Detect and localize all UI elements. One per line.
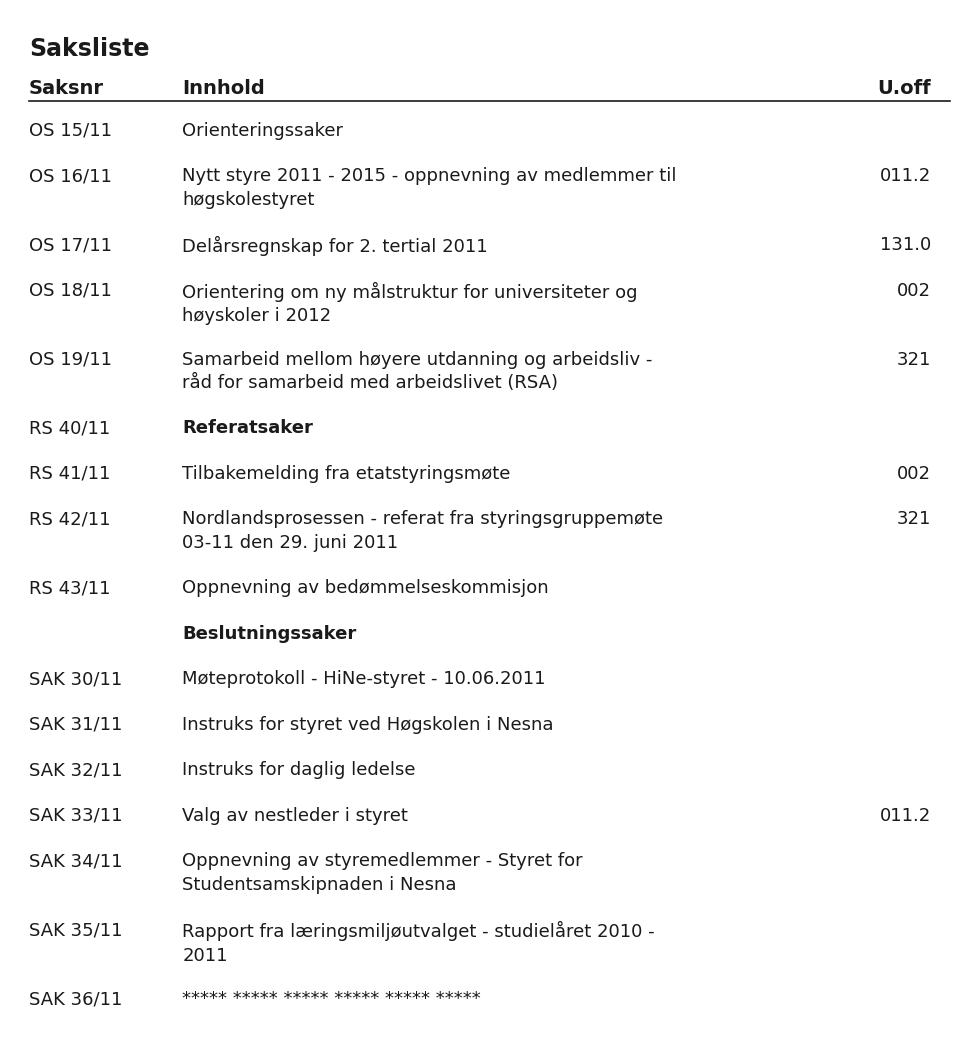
Text: Valg av nestleder i styret: Valg av nestleder i styret bbox=[182, 807, 408, 825]
Text: Nordlandsprosessen - referat fra styringsgruppemøte
03-11 den 29. juni 2011: Nordlandsprosessen - referat fra styring… bbox=[182, 510, 663, 552]
Text: SAK 35/11: SAK 35/11 bbox=[29, 921, 122, 939]
Text: OS 15/11: OS 15/11 bbox=[29, 122, 111, 140]
Text: 131.0: 131.0 bbox=[880, 236, 931, 254]
Text: SAK 34/11: SAK 34/11 bbox=[29, 852, 122, 870]
Text: OS 18/11: OS 18/11 bbox=[29, 282, 111, 300]
Text: U.off: U.off bbox=[877, 79, 931, 98]
Text: Møteprotokoll - HiNe-styret - 10.06.2011: Møteprotokoll - HiNe-styret - 10.06.2011 bbox=[182, 670, 546, 688]
Text: Beslutningssaker: Beslutningssaker bbox=[182, 625, 357, 643]
Text: 011.2: 011.2 bbox=[880, 167, 931, 185]
Text: Rapport fra læringsmiljøutvalget - studielåret 2010 -
2011: Rapport fra læringsmiljøutvalget - studi… bbox=[182, 921, 655, 965]
Text: Delårsregnskap for 2. tertial 2011: Delårsregnskap for 2. tertial 2011 bbox=[182, 236, 488, 256]
Text: 321: 321 bbox=[897, 510, 931, 528]
Text: Referatsaker: Referatsaker bbox=[182, 419, 313, 437]
Text: Innhold: Innhold bbox=[182, 79, 265, 98]
Text: OS 17/11: OS 17/11 bbox=[29, 236, 111, 254]
Text: ***** ***** ***** ***** ***** *****: ***** ***** ***** ***** ***** ***** bbox=[182, 990, 481, 1008]
Text: 002: 002 bbox=[898, 282, 931, 300]
Text: RS 42/11: RS 42/11 bbox=[29, 510, 110, 528]
Text: OS 19/11: OS 19/11 bbox=[29, 351, 111, 369]
Text: 002: 002 bbox=[898, 465, 931, 483]
Text: SAK 33/11: SAK 33/11 bbox=[29, 807, 122, 825]
Text: Oppnevning av styremedlemmer - Styret for
Studentsamskipnaden i Nesna: Oppnevning av styremedlemmer - Styret fo… bbox=[182, 852, 583, 894]
Text: 011.2: 011.2 bbox=[880, 807, 931, 825]
Text: Instruks for styret ved Høgskolen i Nesna: Instruks for styret ved Høgskolen i Nesn… bbox=[182, 716, 554, 734]
Text: Instruks for daglig ledelse: Instruks for daglig ledelse bbox=[182, 761, 416, 779]
Text: Tilbakemelding fra etatstyringsmøte: Tilbakemelding fra etatstyringsmøte bbox=[182, 465, 511, 483]
Text: Saksnr: Saksnr bbox=[29, 79, 104, 98]
Text: SAK 31/11: SAK 31/11 bbox=[29, 716, 122, 734]
Text: RS 41/11: RS 41/11 bbox=[29, 465, 110, 483]
Text: RS 40/11: RS 40/11 bbox=[29, 419, 110, 437]
Text: RS 43/11: RS 43/11 bbox=[29, 579, 110, 597]
Text: SAK 36/11: SAK 36/11 bbox=[29, 990, 122, 1008]
Text: OS 16/11: OS 16/11 bbox=[29, 167, 111, 185]
Text: SAK 32/11: SAK 32/11 bbox=[29, 761, 122, 779]
Text: SAK 30/11: SAK 30/11 bbox=[29, 670, 122, 688]
Text: 321: 321 bbox=[897, 351, 931, 369]
Text: Samarbeid mellom høyere utdanning og arbeidsliv -
råd for samarbeid med arbeidsl: Samarbeid mellom høyere utdanning og arb… bbox=[182, 351, 653, 392]
Text: Nytt styre 2011 - 2015 - oppnevning av medlemmer til
høgskolestyret: Nytt styre 2011 - 2015 - oppnevning av m… bbox=[182, 167, 677, 209]
Text: Saksliste: Saksliste bbox=[29, 37, 150, 61]
Text: Oppnevning av bedømmelseskommisjon: Oppnevning av bedømmelseskommisjon bbox=[182, 579, 549, 597]
Text: Orienteringssaker: Orienteringssaker bbox=[182, 122, 344, 140]
Text: Orientering om ny målstruktur for universiteter og
høyskoler i 2012: Orientering om ny målstruktur for univer… bbox=[182, 282, 637, 325]
